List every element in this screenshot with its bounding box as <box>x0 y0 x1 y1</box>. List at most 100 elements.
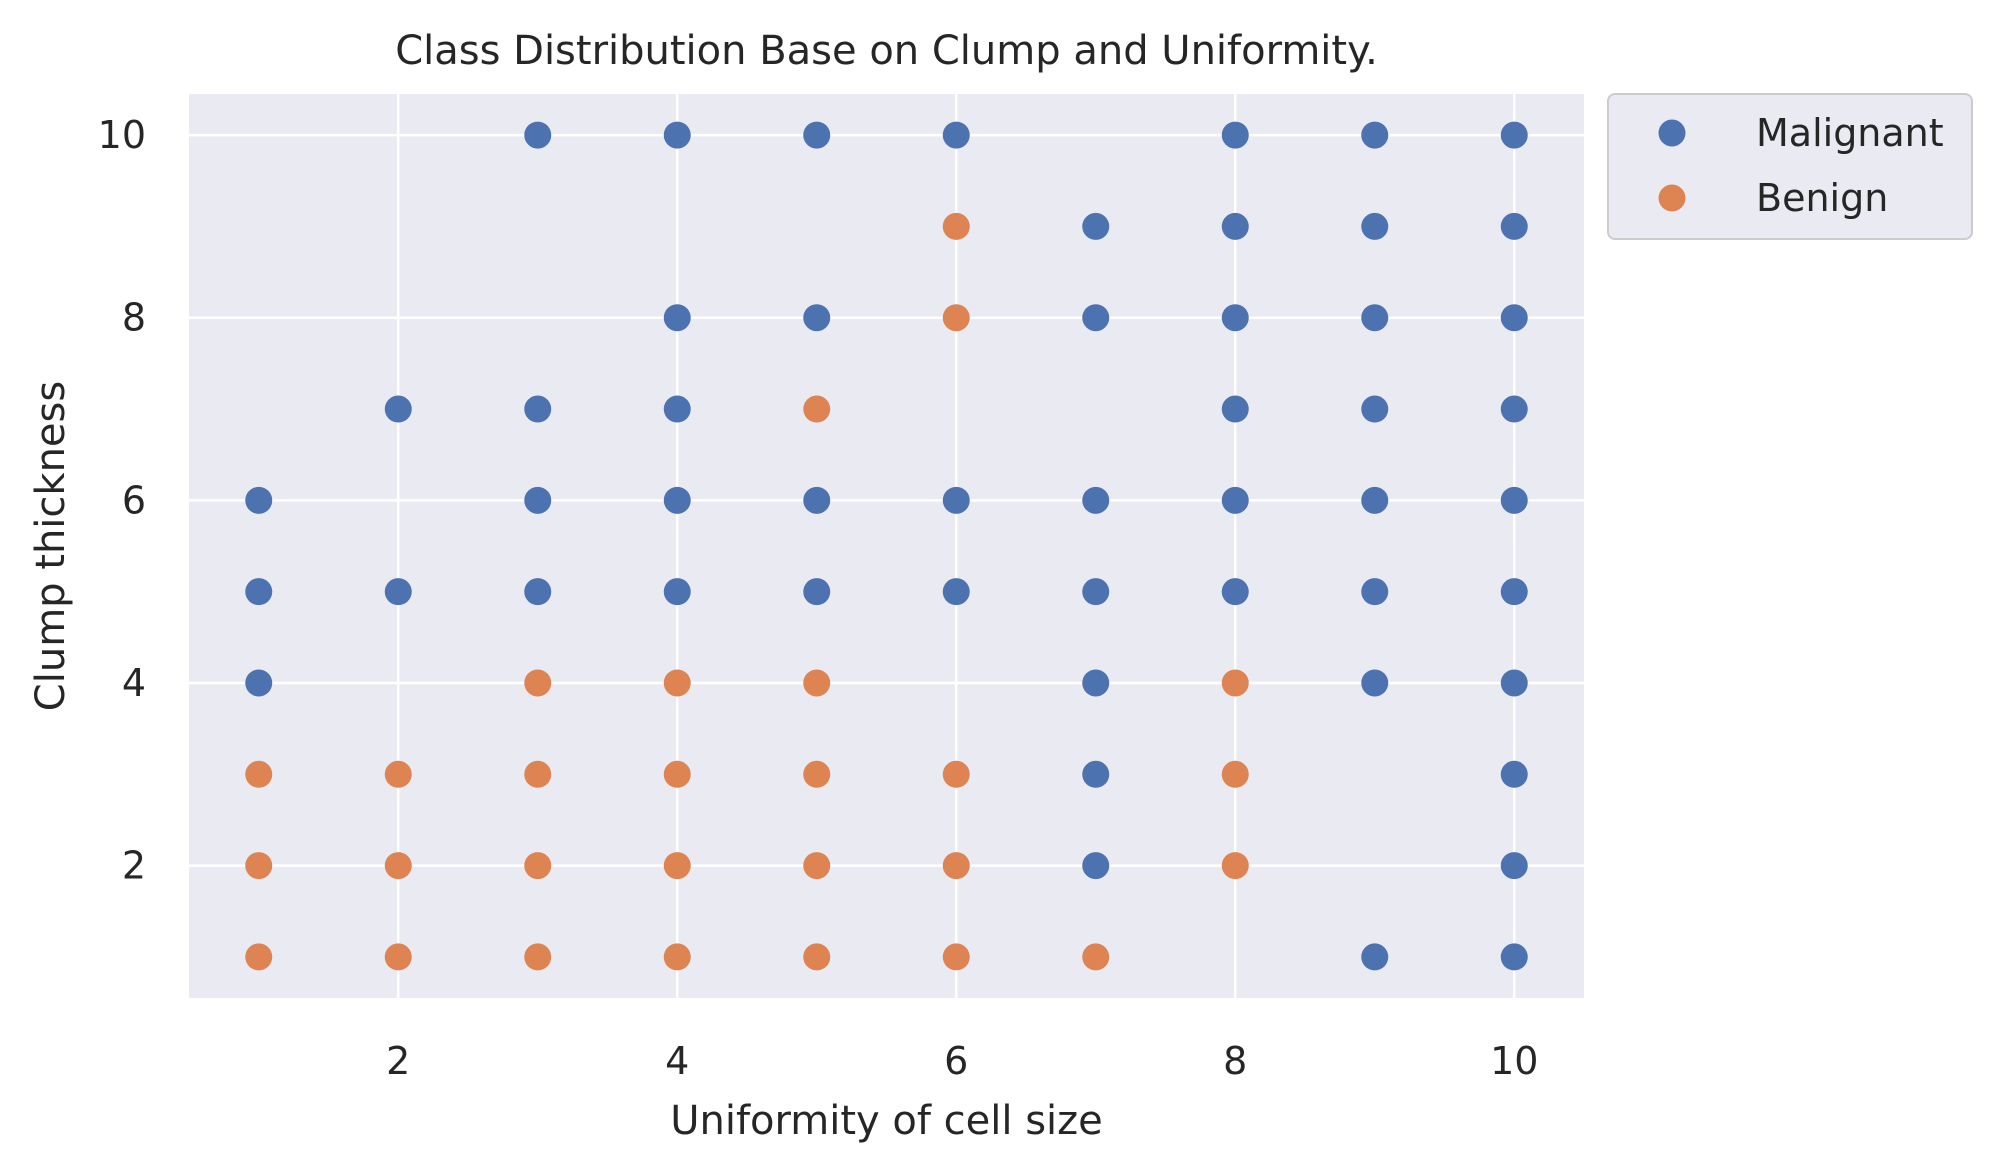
chart-title: Class Distribution Base on Clump and Uni… <box>395 28 1378 74</box>
legend-box <box>1607 93 1973 240</box>
point-benign-2-1 <box>384 943 412 971</box>
data-points <box>245 121 1528 971</box>
point-malignant-8-6 <box>1221 486 1249 514</box>
x-tick-label-4: 4 <box>665 1039 689 1083</box>
legend-label-benign: Benign <box>1756 176 1888 220</box>
y-tick-label-8: 8 <box>122 296 146 340</box>
point-malignant-9-6 <box>1361 486 1389 514</box>
point-malignant-1-4 <box>245 669 273 697</box>
point-malignant-3-6 <box>524 486 552 514</box>
point-malignant-10-9 <box>1500 212 1528 240</box>
legend-label-malignant: Malignant <box>1756 111 1944 155</box>
point-malignant-4-10 <box>663 121 691 149</box>
point-benign-4-1 <box>663 943 691 971</box>
point-malignant-6-5 <box>942 578 970 606</box>
point-malignant-6-6 <box>942 486 970 514</box>
y-tick-label-4: 4 <box>122 661 146 705</box>
grid-lines <box>189 94 1584 998</box>
point-malignant-7-2 <box>1082 852 1110 880</box>
point-benign-6-3 <box>942 760 970 788</box>
point-benign-1-2 <box>245 852 273 880</box>
legend: Malignant Benign <box>1607 93 1973 240</box>
point-malignant-9-7 <box>1361 395 1389 423</box>
point-malignant-10-4 <box>1500 669 1528 697</box>
point-benign-6-9 <box>942 212 970 240</box>
point-malignant-7-6 <box>1082 486 1110 514</box>
point-malignant-9-5 <box>1361 578 1389 606</box>
x-axis-label: Uniformity of cell size <box>670 1098 1103 1144</box>
point-benign-6-1 <box>942 943 970 971</box>
point-malignant-4-5 <box>663 578 691 606</box>
point-benign-6-8 <box>942 304 970 332</box>
point-malignant-7-3 <box>1082 760 1110 788</box>
point-malignant-7-4 <box>1082 669 1110 697</box>
point-malignant-10-3 <box>1500 760 1528 788</box>
point-malignant-1-5 <box>245 578 273 606</box>
point-benign-8-2 <box>1221 852 1249 880</box>
point-malignant-10-8 <box>1500 304 1528 332</box>
point-malignant-3-7 <box>524 395 552 423</box>
x-tick-label-2: 2 <box>386 1039 410 1083</box>
point-malignant-9-8 <box>1361 304 1389 332</box>
point-benign-4-2 <box>663 852 691 880</box>
point-benign-4-4 <box>663 669 691 697</box>
point-malignant-3-10 <box>524 121 552 149</box>
point-benign-5-2 <box>803 852 831 880</box>
point-malignant-10-10 <box>1500 121 1528 149</box>
point-malignant-8-7 <box>1221 395 1249 423</box>
point-malignant-10-2 <box>1500 852 1528 880</box>
y-axis-label: Clump thickness <box>28 381 74 711</box>
legend-marker-malignant <box>1658 119 1686 147</box>
point-malignant-8-10 <box>1221 121 1249 149</box>
plot-background <box>189 94 1584 998</box>
point-benign-5-7 <box>803 395 831 423</box>
x-tick-labels: 2 4 6 8 10 <box>386 1039 1538 1083</box>
point-benign-7-1 <box>1082 943 1110 971</box>
point-benign-3-4 <box>524 669 552 697</box>
point-malignant-9-9 <box>1361 212 1389 240</box>
y-tick-label-10: 10 <box>98 113 146 157</box>
point-benign-8-4 <box>1221 669 1249 697</box>
point-malignant-6-10 <box>942 121 970 149</box>
y-tick-label-6: 6 <box>122 478 146 522</box>
point-benign-5-1 <box>803 943 831 971</box>
point-malignant-8-9 <box>1221 212 1249 240</box>
point-malignant-8-5 <box>1221 578 1249 606</box>
x-tick-label-6: 6 <box>944 1039 968 1083</box>
point-benign-2-2 <box>384 852 412 880</box>
point-malignant-1-6 <box>245 486 273 514</box>
x-tick-label-8: 8 <box>1223 1039 1247 1083</box>
point-malignant-5-5 <box>803 578 831 606</box>
point-benign-3-2 <box>524 852 552 880</box>
point-malignant-9-10 <box>1361 121 1389 149</box>
point-malignant-8-8 <box>1221 304 1249 332</box>
point-malignant-10-6 <box>1500 486 1528 514</box>
point-malignant-3-5 <box>524 578 552 606</box>
point-benign-8-3 <box>1221 760 1249 788</box>
point-benign-5-3 <box>803 760 831 788</box>
point-benign-3-1 <box>524 943 552 971</box>
point-benign-2-3 <box>384 760 412 788</box>
point-malignant-2-7 <box>384 395 412 423</box>
point-malignant-4-7 <box>663 395 691 423</box>
point-malignant-10-1 <box>1500 943 1528 971</box>
y-tick-label-2: 2 <box>122 844 146 888</box>
point-benign-3-3 <box>524 760 552 788</box>
point-malignant-5-6 <box>803 486 831 514</box>
point-malignant-7-5 <box>1082 578 1110 606</box>
point-malignant-9-4 <box>1361 669 1389 697</box>
point-benign-1-1 <box>245 943 273 971</box>
legend-marker-benign <box>1658 184 1686 212</box>
point-malignant-7-9 <box>1082 212 1110 240</box>
point-benign-5-4 <box>803 669 831 697</box>
point-benign-6-2 <box>942 852 970 880</box>
point-malignant-5-8 <box>803 304 831 332</box>
point-malignant-2-5 <box>384 578 412 606</box>
y-tick-labels: 2 4 6 8 10 <box>98 113 146 888</box>
point-benign-1-3 <box>245 760 273 788</box>
point-malignant-4-6 <box>663 486 691 514</box>
point-benign-4-3 <box>663 760 691 788</box>
x-tick-label-10: 10 <box>1490 1039 1538 1083</box>
